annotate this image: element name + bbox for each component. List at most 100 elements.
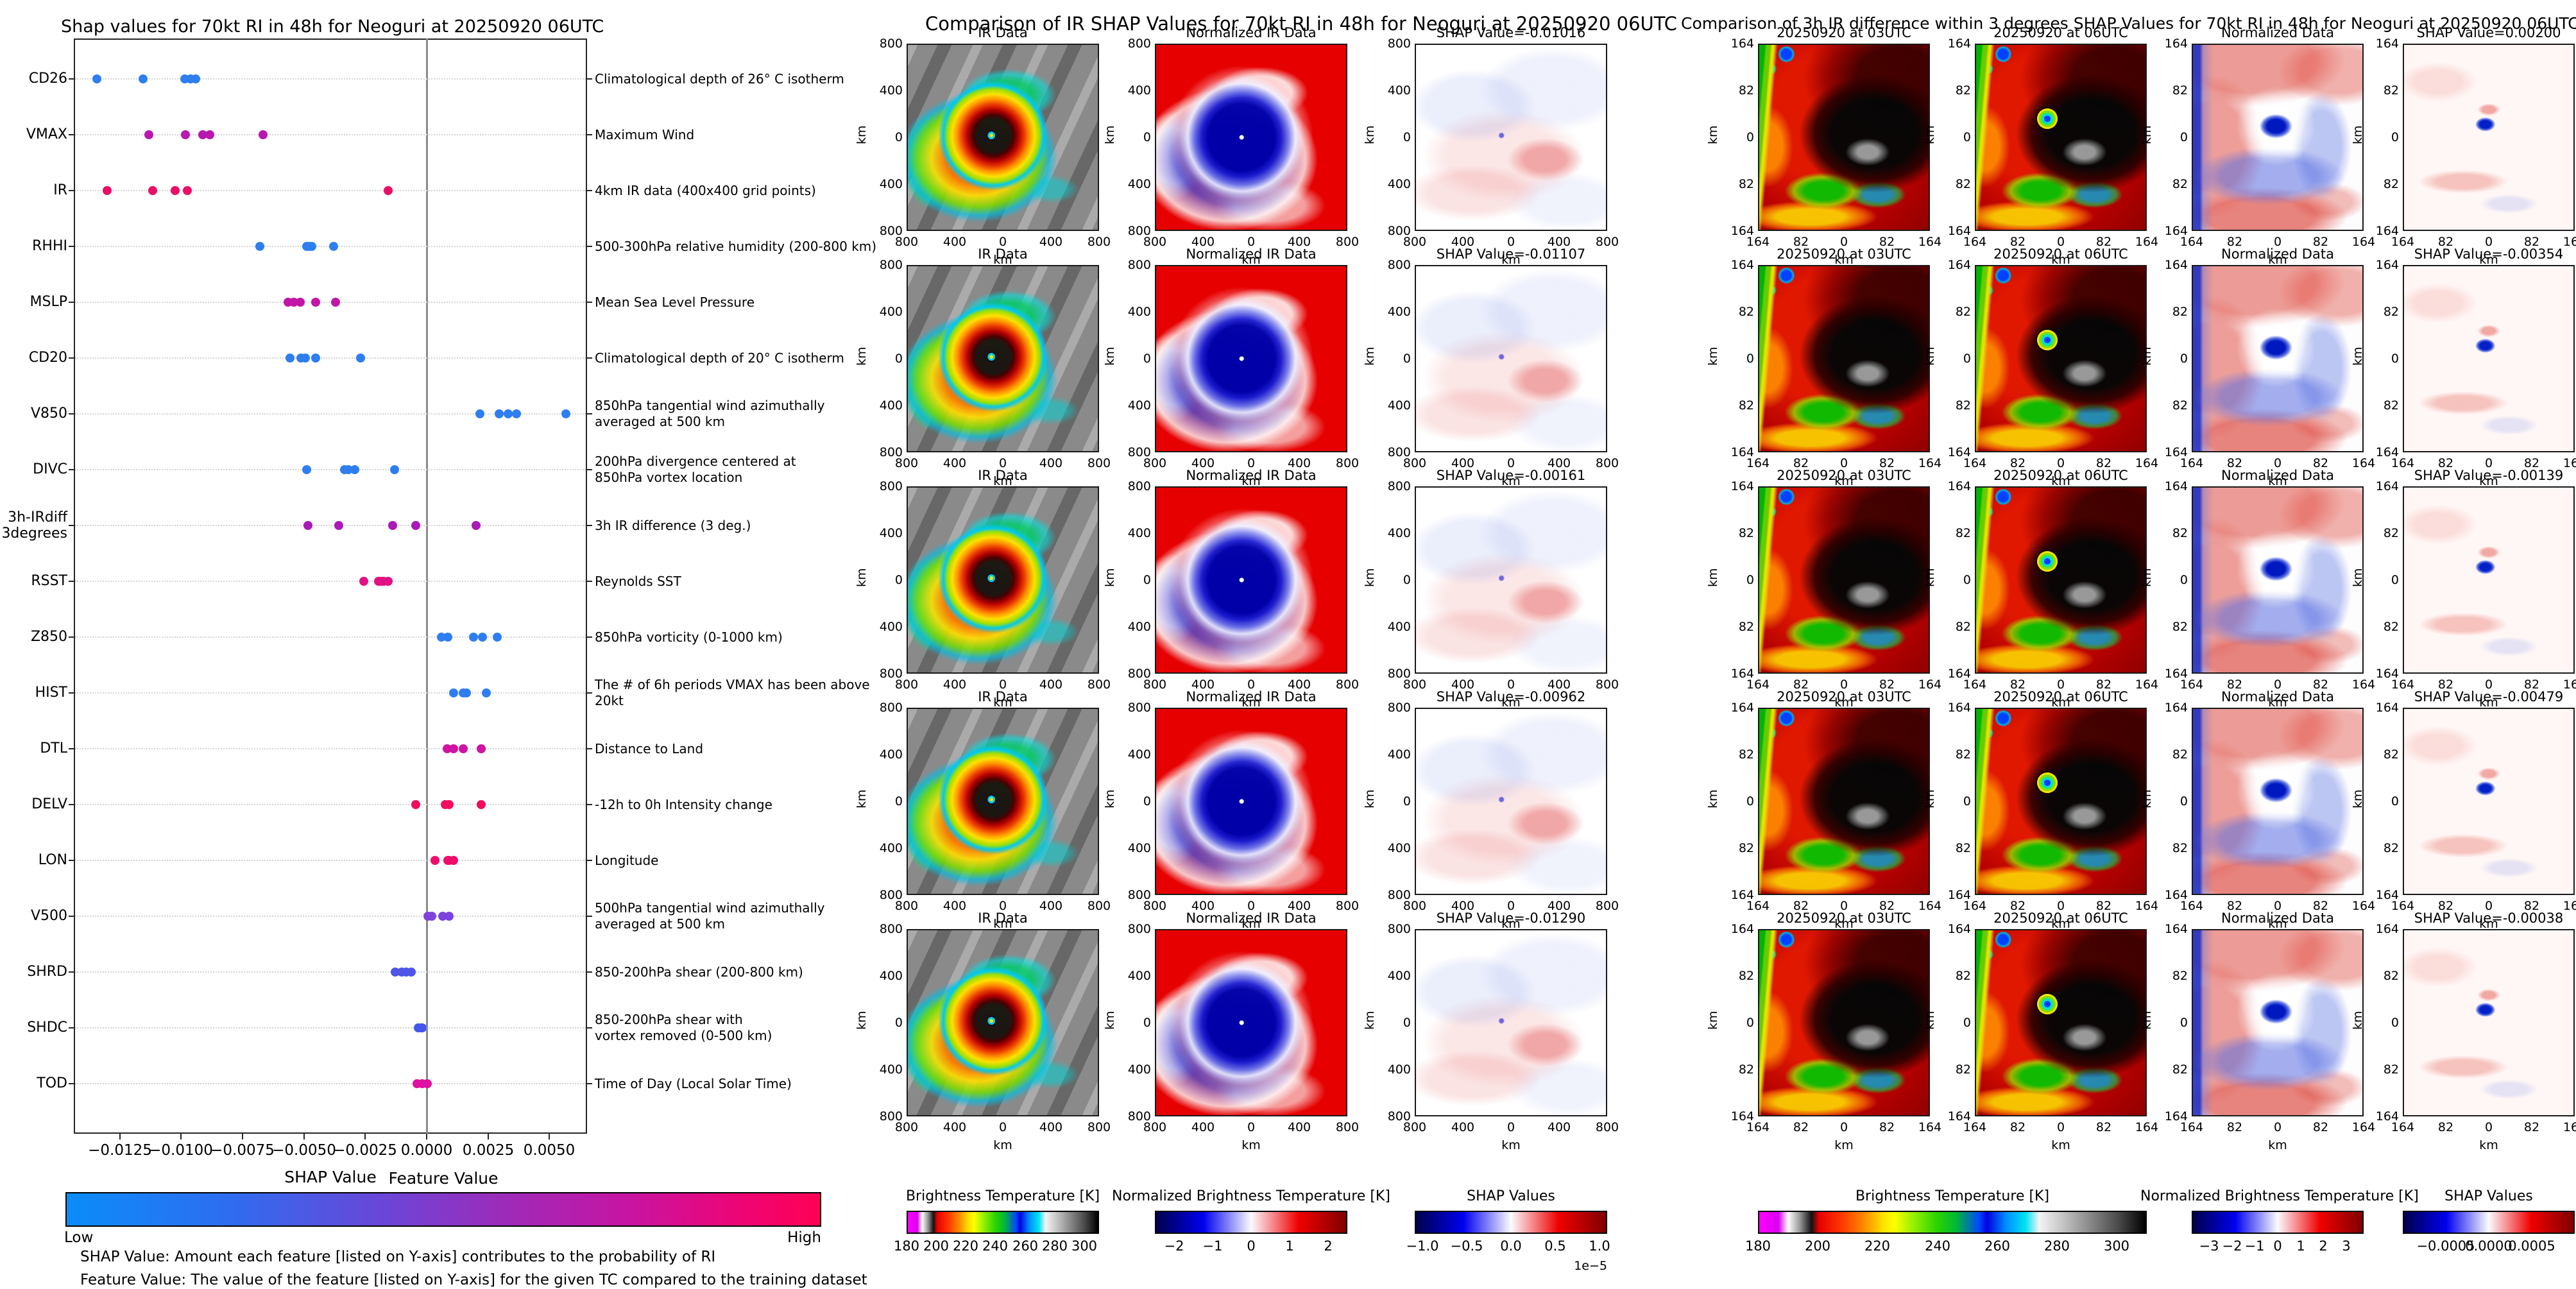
x-tick-mark bbox=[180, 1134, 182, 1140]
panel-title: 20250920 at 03UTC bbox=[1777, 910, 1911, 926]
shap-dot bbox=[459, 744, 468, 753]
shap-dot bbox=[181, 130, 190, 139]
panel-x-tick: 82 bbox=[1879, 678, 1895, 692]
panel-y-tick: 0 bbox=[1143, 794, 1151, 808]
ir-06utc-image bbox=[1975, 44, 2147, 231]
shap-dot bbox=[462, 688, 471, 697]
panel-x-tick: 164 bbox=[2179, 235, 2204, 249]
feature-description: Longitude bbox=[595, 852, 659, 868]
panel-y-tick: 82 bbox=[1738, 1063, 1754, 1077]
colorbar-title: SHAP Values bbox=[1467, 1188, 1555, 1204]
panel-x-axis-unit: km bbox=[1241, 474, 1261, 488]
shap-dot bbox=[418, 1023, 427, 1032]
feature-description: Distance to Land bbox=[595, 740, 704, 756]
panel-x-tick: 800 bbox=[1143, 678, 1167, 692]
shap-dot bbox=[469, 633, 478, 642]
colorbar-tick-label: 3 bbox=[2342, 1238, 2351, 1254]
ir-03utc-image bbox=[1758, 708, 1930, 895]
panel-x-tick: 82 bbox=[1793, 899, 1809, 913]
panel-y-tick: 800 bbox=[1387, 37, 1411, 51]
panel-title: 20250920 at 06UTC bbox=[1993, 468, 2128, 483]
panel-title: 20250920 at 03UTC bbox=[1777, 246, 1911, 262]
panel-title: SHAP Value=-0.00354 bbox=[2414, 246, 2564, 262]
row-gridline bbox=[75, 134, 586, 135]
panel-x-tick: 0 bbox=[1839, 456, 1848, 470]
panel-x-tick: 82 bbox=[1793, 1120, 1809, 1134]
panel-x-tick: 0 bbox=[998, 456, 1007, 470]
y-tick-mark bbox=[69, 916, 74, 917]
colorbar-tick-label: 180 bbox=[893, 1238, 920, 1254]
colorbar-tick-label: 240 bbox=[1924, 1238, 1951, 1254]
panel-x-tick: 400 bbox=[1039, 678, 1063, 692]
panel-x-tick: 164 bbox=[2391, 235, 2415, 249]
panel-x-tick: 800 bbox=[1087, 1120, 1111, 1134]
panel-x-tick: 800 bbox=[894, 678, 919, 692]
panel-y-tick: 82 bbox=[1738, 398, 1754, 413]
colorbar-tick-label: −0.5 bbox=[1450, 1238, 1483, 1254]
panel-y-tick: 0 bbox=[1746, 794, 1754, 808]
ir-03utc-image bbox=[1758, 929, 1930, 1116]
panel-x-tick: 400 bbox=[1287, 456, 1311, 470]
row-gridline bbox=[75, 469, 586, 470]
x-tick-mark bbox=[119, 1134, 121, 1140]
y-tick-mark bbox=[69, 1083, 74, 1084]
colorbar-tick-label: −2 bbox=[1164, 1238, 1184, 1254]
panel-x-tick: 164 bbox=[1746, 1120, 1770, 1134]
panel-x-tick: 164 bbox=[2135, 235, 2159, 249]
shap-dot bbox=[329, 242, 338, 251]
desc-tick-mark bbox=[587, 971, 592, 973]
shap-diff-image bbox=[2403, 929, 2575, 1116]
panel-x-tick: 0 bbox=[2484, 1120, 2493, 1134]
feature-label: V500 bbox=[30, 908, 67, 925]
panel-y-tick: 800 bbox=[1127, 701, 1151, 715]
panel-x-tick: 400 bbox=[1039, 1120, 1063, 1134]
panel-y-tick: 0 bbox=[1746, 1016, 1754, 1030]
panel-x-tick: 82 bbox=[2009, 899, 2026, 913]
colorbar-tick-label: −1.0 bbox=[1406, 1238, 1439, 1254]
shap-dot bbox=[359, 577, 368, 586]
panel-y-tick: 164 bbox=[1730, 667, 1754, 681]
panel-title: Normalized IR Data bbox=[1186, 468, 1317, 483]
irdiff-comparison-title: Comparison of 3h IR difference within 3 … bbox=[1681, 14, 2576, 33]
colorbar-tick-label: 0.5 bbox=[1544, 1238, 1566, 1254]
shap-dot bbox=[191, 74, 200, 83]
feature-description: 4km IR data (400x400 grid points) bbox=[595, 182, 816, 198]
panel-x-axis-unit: km bbox=[993, 917, 1012, 931]
panel-x-tick: 0 bbox=[1506, 235, 1515, 249]
panel-y-tick: 0 bbox=[1403, 573, 1411, 587]
panel-y-tick: 800 bbox=[879, 258, 903, 272]
ir-data-image bbox=[907, 265, 1099, 452]
panel-title: Normalized IR Data bbox=[1186, 25, 1317, 40]
panel-title: 20250920 at 03UTC bbox=[1777, 468, 1911, 483]
feature-label: 3h-IRdiff 3degrees bbox=[1, 509, 67, 542]
panel-y-tick: 0 bbox=[2391, 794, 2399, 808]
desc-tick-mark bbox=[587, 357, 592, 359]
panel-x-axis-unit: km bbox=[2268, 696, 2287, 710]
panel-x-tick: 800 bbox=[1595, 899, 1619, 913]
panel-x-tick: 0 bbox=[1247, 235, 1256, 249]
shap-dot bbox=[303, 521, 312, 530]
colorbar-tick-label: 200 bbox=[923, 1238, 950, 1254]
panel-y-tick: 400 bbox=[1387, 841, 1411, 855]
row-gridline bbox=[75, 1027, 586, 1029]
panel-y-axis-unit: km bbox=[1923, 789, 1937, 808]
panel-y-tick: 400 bbox=[879, 841, 903, 855]
y-tick-mark bbox=[69, 525, 74, 526]
panel-y-tick: 0 bbox=[2179, 352, 2188, 366]
panel-x-tick: 800 bbox=[1595, 456, 1619, 470]
panel-x-tick: 800 bbox=[1403, 678, 1427, 692]
shap-dot bbox=[445, 912, 454, 921]
panel-x-tick: 82 bbox=[2437, 235, 2454, 249]
desc-tick-mark bbox=[587, 581, 592, 582]
x-tick-mark bbox=[426, 1134, 427, 1140]
shap-dot bbox=[311, 354, 320, 363]
panel-x-tick: 164 bbox=[1963, 1120, 1987, 1134]
shap-dot bbox=[259, 130, 268, 139]
panel-title: SHAP Value=-0.00139 bbox=[2414, 468, 2564, 483]
panel-x-axis-unit: km bbox=[993, 696, 1012, 710]
x-tick-mark bbox=[242, 1134, 243, 1140]
x-tick-label: −0.0050 bbox=[272, 1142, 336, 1159]
panel-title: SHAP Value=-0.01107 bbox=[1436, 246, 1586, 262]
panel-y-tick: 800 bbox=[879, 445, 903, 459]
colorbar-tick-label: 280 bbox=[2043, 1238, 2070, 1254]
